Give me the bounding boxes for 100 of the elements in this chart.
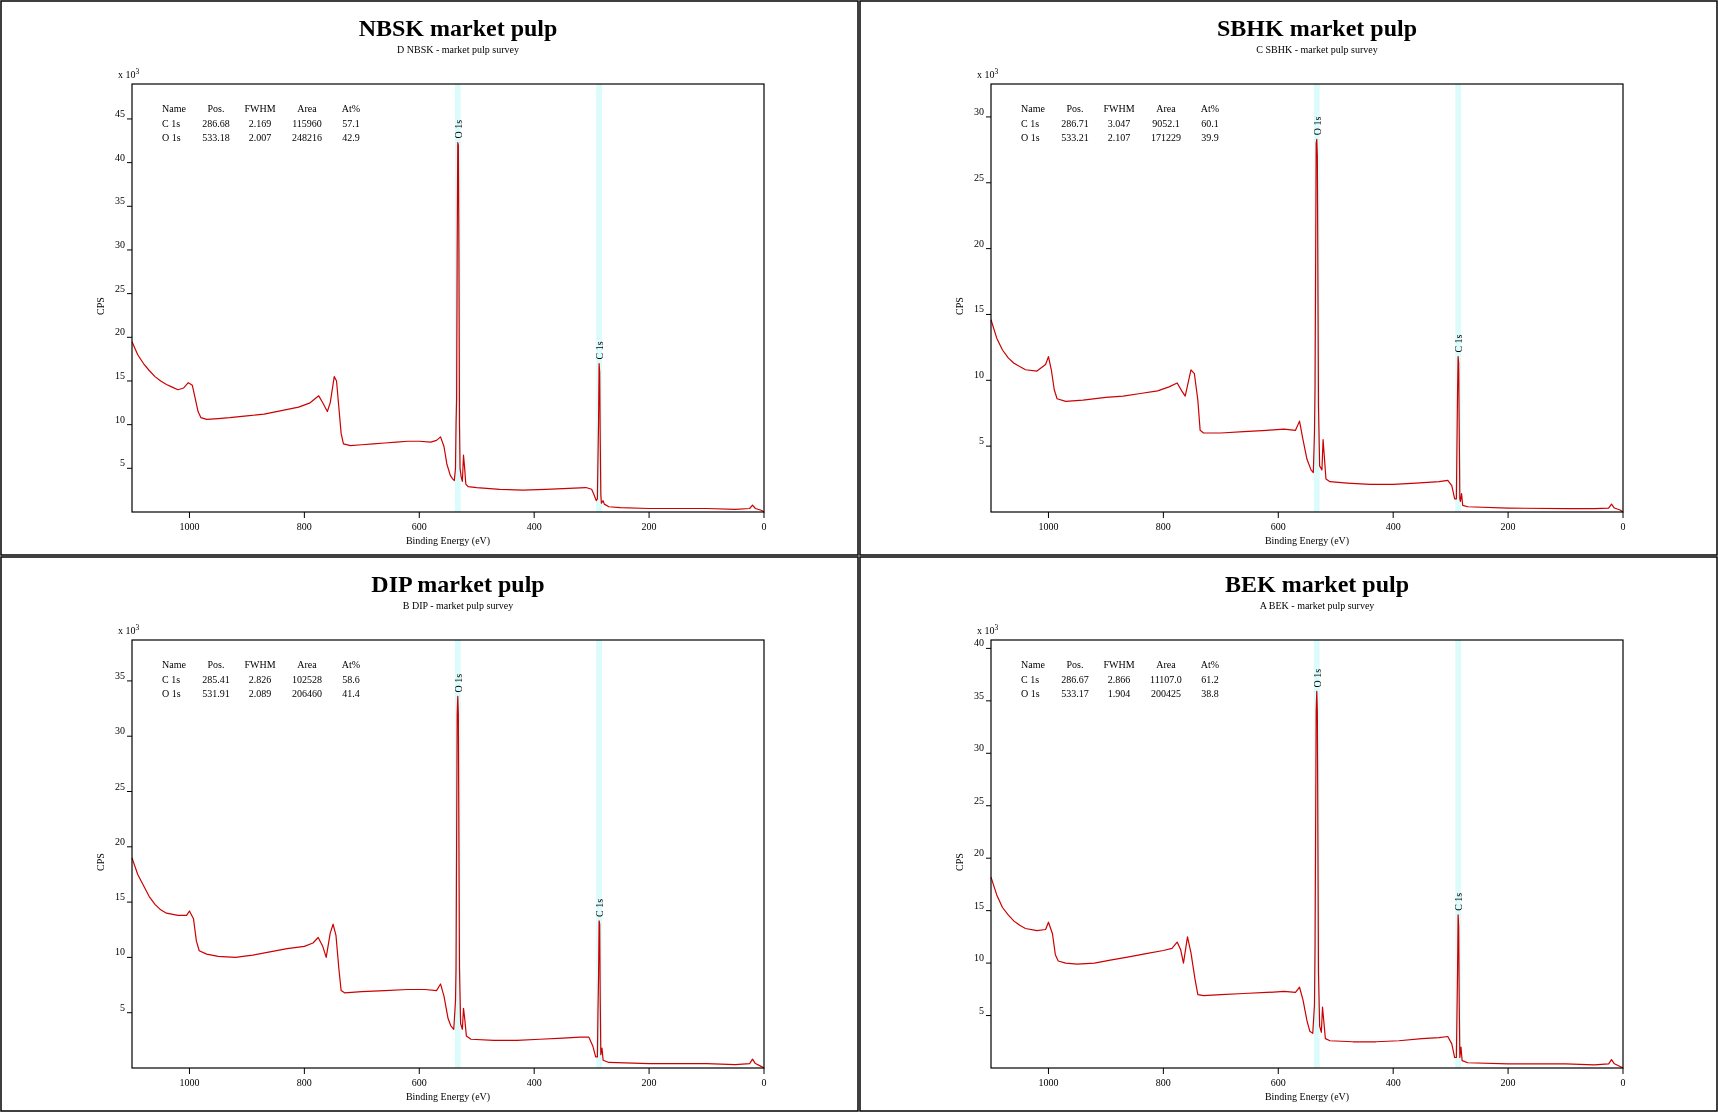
annotation: Pos. [1066,659,1084,670]
annotation: 60.1 [1201,117,1219,129]
band-label: C 1s [594,341,606,360]
y-tick-label: 40 [115,151,125,163]
y-axis-title: CPS [95,297,106,315]
annotation: 9052.1 [1152,117,1180,129]
band-label: O 1s [1311,668,1323,688]
annotation: C 1s [162,673,181,685]
annotation: 248216 [292,132,322,143]
y-tick-label: 10 [974,369,984,381]
y-axis-title: CPS [954,297,965,315]
annotation: 41.4 [342,688,360,699]
x-tick-label: 0 [761,521,767,532]
annotation: 533.17 [1061,688,1089,699]
annotation: 533.18 [202,132,230,143]
annotation: 61.2 [1201,673,1219,685]
y-tick-label: 10 [974,952,984,964]
y-tick-label: 35 [974,689,984,701]
y-tick-label: 15 [974,303,984,315]
annotation: O 1s [162,688,181,699]
annotation: 2.107 [1107,132,1131,143]
band-label: C 1s [594,898,606,917]
band-label: O 1s [452,673,464,693]
annotation: 2.169 [248,117,272,129]
annotation: FWHM [1103,659,1135,670]
annotation: At% [1200,103,1220,114]
annotation: 286.67 [1061,673,1089,685]
annotation: Name [162,659,187,670]
x-tick-label: 400 [526,521,542,532]
x-tick-label: 200 [1500,521,1516,532]
text: x 10$^{3}$ [977,66,999,80]
y-tick-label: 5 [120,457,125,469]
chart-subtitle: C SBHK - market pulp survey [1256,44,1378,55]
annotation: Area [297,103,318,114]
annotation: At% [341,103,361,114]
x-tick-label: 800 [296,1077,312,1088]
annotation: 115960 [292,117,322,129]
y-tick-label: 25 [974,794,984,806]
chart-subtitle: B DIP - market pulp survey [402,600,514,611]
annotation: Pos. [207,103,225,114]
text: x 10$^{3}$ [118,66,140,80]
annotation: Pos. [207,659,225,670]
annotation: At% [1200,659,1220,670]
x-tick-label: 600 [1270,1077,1286,1088]
y-axis-title: CPS [954,853,965,871]
y-tick-label: 10 [115,946,125,958]
y-tick-label: 25 [974,171,984,183]
band-label: O 1s [1311,116,1323,136]
annotation: At% [341,659,361,670]
annotation: 2.089 [248,688,272,699]
annotation: O 1s [1021,688,1040,699]
x-axis-title: Binding Energy (eV) [405,1091,491,1103]
y-tick-label: 15 [115,369,125,381]
annotation: 57.1 [342,117,360,129]
annotation: 38.8 [1201,688,1219,699]
annotation: 2.826 [248,673,272,685]
annotation: FWHM [244,659,276,670]
y-tick-label: 25 [115,282,125,294]
annotation: FWHM [1103,103,1135,114]
annotation: 1.904 [1107,688,1131,699]
chart-title: BEK market pulp [1224,571,1410,597]
y-axis-title: CPS [95,853,106,871]
annotation: 58.6 [342,673,360,685]
text: x 10$^{3}$ [118,622,140,636]
x-tick-label: 1000 [1038,1077,1059,1088]
annotation: C 1s [1021,673,1040,685]
x-axis-title: Binding Energy (eV) [1264,1091,1350,1103]
x-tick-label: 1000 [179,1077,200,1088]
band-label: O 1s [452,119,464,139]
annotation: 2.007 [248,132,272,143]
annotation: C 1s [1021,117,1040,129]
x-tick-label: 600 [1270,521,1286,532]
annotation: Name [162,103,187,114]
text: x 10$^{3}$ [977,622,999,636]
annotation: Area [1156,659,1177,670]
y-tick-label: 25 [115,780,125,792]
y-tick-label: 15 [115,891,125,903]
x-axis-title: Binding Energy (eV) [405,535,491,547]
chart-subtitle: A BEK - market pulp survey [1259,600,1375,611]
annotation: 3.047 [1107,117,1131,129]
y-tick-label: 5 [979,435,984,447]
annotation: 286.71 [1061,117,1089,129]
y-tick-label: 30 [115,725,125,737]
y-tick-label: 35 [115,195,125,207]
x-axis-title: Binding Energy (eV) [1264,535,1350,547]
y-tick-label: 30 [974,105,984,117]
y-tick-label: 15 [974,899,984,911]
x-tick-label: 800 [296,521,312,532]
annotation: 200425 [1151,688,1181,699]
y-tick-label: 20 [974,847,984,859]
x-tick-label: 400 [1385,521,1401,532]
x-tick-label: 200 [641,1077,657,1088]
y-tick-label: 40 [974,637,984,649]
x-tick-label: 600 [411,521,427,532]
x-tick-label: 800 [1155,1077,1171,1088]
annotation: Area [297,659,318,670]
chart-subtitle: D NBSK - market pulp survey [397,44,519,55]
chart-title: NBSK market pulp [358,15,558,41]
x-tick-label: 0 [1620,521,1626,532]
y-tick-label: 5 [120,1001,125,1013]
